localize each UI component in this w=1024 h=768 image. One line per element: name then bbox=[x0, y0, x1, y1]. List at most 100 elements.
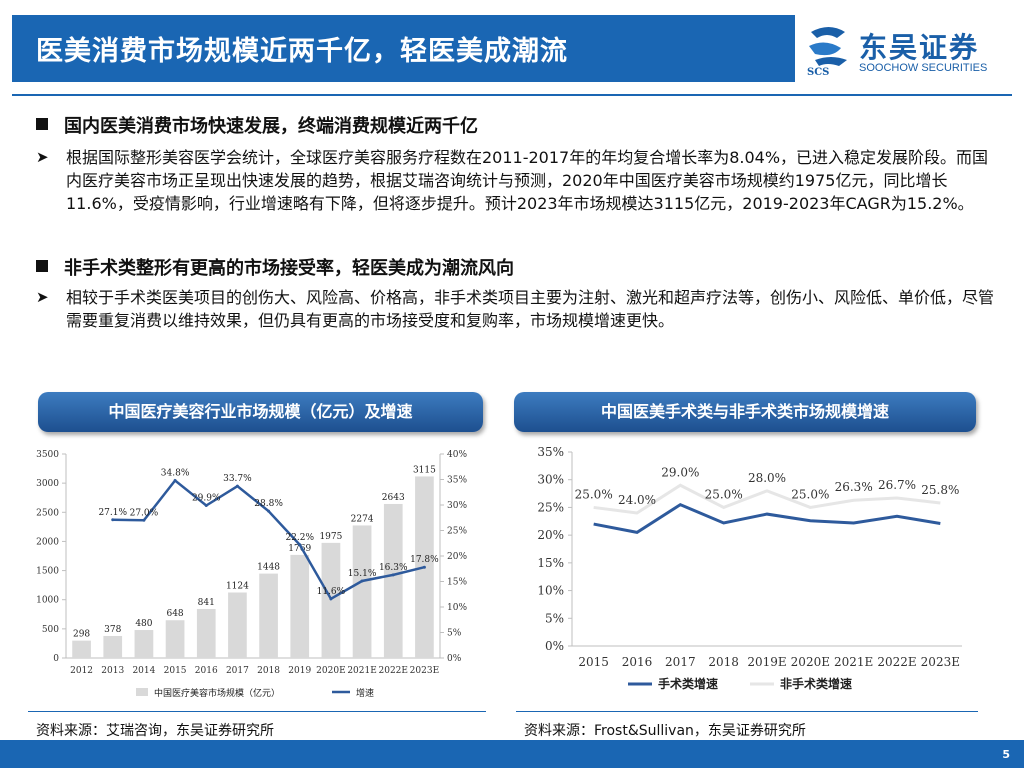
bar-value-label: 648 bbox=[166, 609, 183, 619]
x-tick-label: 2022E bbox=[877, 655, 916, 669]
legend-label-size: 中国医疗美容市场规模（亿元） bbox=[154, 687, 280, 699]
source-note-1: 资料来源：艾瑞咨询，东吴证券研究所 bbox=[36, 723, 274, 739]
source-divider-1 bbox=[28, 711, 486, 712]
y-tick-label: 5% bbox=[545, 611, 564, 625]
bullet-paragraph-2: ➤ 相较于手术类医美项目的创伤大、风险高、价格高，非手术类项目主要为注射、激光和… bbox=[36, 286, 996, 332]
bar-value-label: 2643 bbox=[382, 493, 405, 503]
bar-value-label: 298 bbox=[73, 630, 90, 640]
growth-label: 11.6% bbox=[317, 587, 346, 597]
growth-label: 34.8% bbox=[161, 469, 190, 479]
x-tick-label: 2021E bbox=[834, 655, 873, 669]
company-logo: SCS 东吴证券 SOOCHOW SECURITIES bbox=[805, 24, 1015, 80]
page-title: 医美消费市场规模近两千亿，轻医美成潮流 bbox=[36, 36, 568, 67]
y-tick-label: 15% bbox=[537, 556, 564, 570]
page-number: 5 bbox=[1002, 748, 1010, 761]
growth-point bbox=[173, 479, 177, 483]
bar bbox=[290, 554, 310, 658]
growth-label: 27.1% bbox=[98, 508, 127, 518]
bar bbox=[321, 542, 341, 658]
bullet-paragraph-1: ➤ 根据国际整形美容医学会统计，全球医疗美容服务疗程数在2011-2017年的年… bbox=[36, 146, 996, 215]
y-tick-label: 20% bbox=[537, 528, 564, 542]
y-tick-label: 1500 bbox=[36, 567, 59, 577]
header-divider bbox=[12, 94, 1012, 96]
growth-label: 15.1% bbox=[348, 569, 377, 579]
x-tick-label: 2013 bbox=[101, 666, 124, 676]
y2-tick-label: 0% bbox=[447, 654, 462, 664]
bullet-paragraph-2-text: 相较于手术类医美项目的创伤大、风险高、价格高，非手术类项目主要为注射、激光和超声… bbox=[66, 288, 995, 330]
legend-swatch-bar bbox=[136, 688, 148, 696]
bar bbox=[383, 503, 403, 658]
legend-label-growth: 增速 bbox=[356, 687, 374, 699]
arrow-bullet-icon: ➤ bbox=[36, 288, 49, 306]
footer-bar: 5 bbox=[0, 740, 1024, 768]
x-tick-label: 2014 bbox=[132, 666, 155, 676]
bar-value-label: 1124 bbox=[226, 581, 249, 591]
chart-1-header: 中国医疗美容行业市场规模（亿元）及增速 bbox=[38, 392, 483, 432]
growth-label: 33.7% bbox=[223, 474, 252, 484]
bar-value-label: 480 bbox=[135, 619, 152, 629]
bar-value-label: 378 bbox=[104, 625, 121, 635]
y2-tick-label: 40% bbox=[447, 450, 467, 460]
x-tick-label: 2017 bbox=[665, 655, 696, 669]
bar-value-label: 2274 bbox=[351, 514, 374, 524]
section-heading-1: 国内医美消费市场快速发展，终端消费规模近两千亿 bbox=[36, 112, 478, 138]
growth-point bbox=[298, 543, 302, 547]
section-heading-2-text: 非手术类整形有更高的市场接受率，轻医美成为潮流风向 bbox=[64, 258, 514, 279]
market-size-chart: 0 500 1000 1500 2000 2500 3000 3500 0% 5% 10% 15% 20… bbox=[36, 450, 467, 699]
x-tick-label: 2015 bbox=[578, 655, 609, 669]
x-tick-label: 2021E bbox=[347, 666, 376, 676]
bar bbox=[228, 592, 247, 658]
bar bbox=[134, 630, 154, 658]
growth-label: 29.9% bbox=[192, 494, 221, 504]
x-tick-label: 2023E bbox=[921, 655, 960, 669]
y-tick-label: 500 bbox=[42, 625, 59, 635]
square-bullet-icon bbox=[36, 118, 48, 130]
growth-point bbox=[329, 597, 333, 601]
x-tick-label: 2016 bbox=[195, 666, 218, 676]
growth-point bbox=[422, 565, 426, 569]
bar-value-label: 3115 bbox=[413, 465, 436, 475]
x-tick-label: 2019 bbox=[288, 666, 311, 676]
y-tick-label: 1000 bbox=[36, 596, 59, 606]
non-surgical-label: 25.8% bbox=[921, 483, 959, 497]
x-tick-label: 2020E bbox=[791, 655, 830, 669]
y2-tick-label: 25% bbox=[447, 527, 467, 537]
growth-label: 28.8% bbox=[254, 499, 283, 509]
y-tick-label: 2000 bbox=[36, 537, 59, 547]
growth-label: 22.2% bbox=[285, 533, 314, 543]
non-surgical-label: 28.0% bbox=[748, 471, 786, 485]
y-tick-label: 35% bbox=[537, 445, 564, 459]
x-tick-label: 2015 bbox=[164, 666, 187, 676]
x-tick-label: 2018 bbox=[257, 666, 280, 676]
non-surgical-label: 25.0% bbox=[705, 487, 743, 501]
y-tick-label: 0% bbox=[545, 639, 564, 653]
bar bbox=[196, 608, 216, 658]
x-tick-label: 2022E bbox=[379, 666, 408, 676]
growth-point bbox=[391, 573, 395, 577]
x-tick-label: 2023E bbox=[410, 666, 439, 676]
non-surgical-label: 26.3% bbox=[835, 480, 873, 494]
y2-tick-label: 30% bbox=[447, 501, 467, 511]
bar-value-label: 1975 bbox=[319, 532, 342, 542]
growth-rate-chart: 0% 5% 10% 15% 20% 25% 30% 35% 2015 2016 2017 2018 20… bbox=[537, 445, 962, 691]
non-surgical-label: 26.7% bbox=[878, 478, 916, 492]
square-bullet-icon bbox=[36, 260, 48, 272]
bar-value-label: 1769 bbox=[288, 544, 311, 554]
y2-tick-label: 10% bbox=[447, 603, 467, 613]
x-tick-label: 2019E bbox=[747, 655, 786, 669]
y2-tick-label: 15% bbox=[447, 578, 467, 588]
legend-label-surgical: 手术类增速 bbox=[658, 676, 718, 691]
bar bbox=[352, 525, 372, 658]
x-tick-label: 2016 bbox=[622, 655, 653, 669]
growth-point bbox=[235, 484, 239, 488]
growth-label: 27.0% bbox=[130, 508, 159, 518]
logo-chinese-name: 东吴证券 bbox=[859, 31, 980, 64]
section-heading-2: 非手术类整形有更高的市场接受率，轻医美成为潮流风向 bbox=[36, 254, 514, 280]
y-tick-label: 30% bbox=[537, 473, 564, 487]
non-surgical-label: 24.0% bbox=[618, 493, 656, 507]
growth-point bbox=[111, 518, 115, 522]
y-tick-label: 0 bbox=[53, 654, 59, 664]
chart-2-header: 中国医美手术类与非手术类市场规模增速 bbox=[514, 392, 976, 432]
y-tick-label: 10% bbox=[537, 584, 564, 598]
x-tick-label: 2018 bbox=[708, 655, 739, 669]
